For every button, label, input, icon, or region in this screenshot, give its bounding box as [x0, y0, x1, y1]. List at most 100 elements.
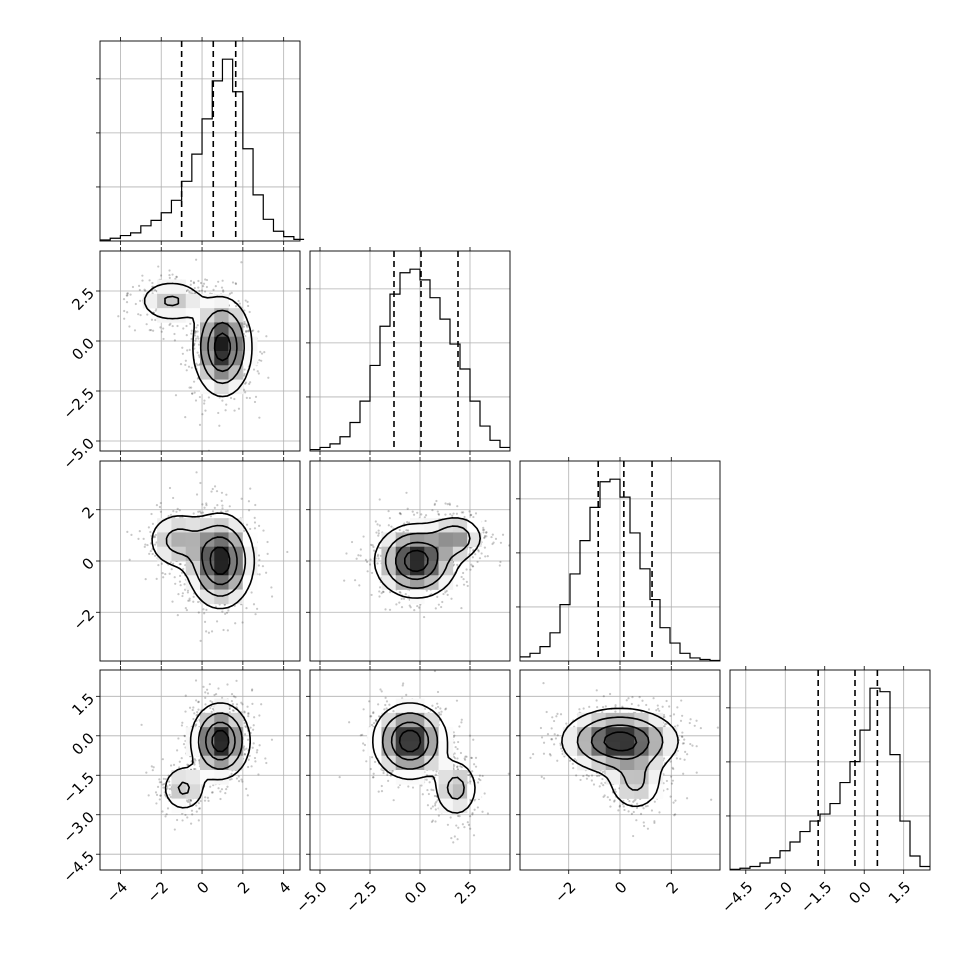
sample-point — [405, 491, 408, 494]
sample-point — [471, 770, 474, 773]
sample-point — [204, 696, 207, 699]
sample-point — [244, 322, 247, 325]
density-bin — [452, 532, 468, 548]
sample-point — [246, 765, 250, 769]
sample-point — [128, 558, 131, 561]
sample-point — [453, 835, 456, 838]
sample-point — [153, 535, 156, 538]
sample-point — [224, 409, 227, 412]
sample-point — [204, 409, 207, 412]
sample-point — [149, 530, 152, 534]
sample-point — [483, 534, 487, 538]
sample-point — [480, 552, 483, 555]
sample-point — [243, 753, 246, 756]
sample-point — [126, 311, 129, 314]
axes-frame — [99, 40, 301, 242]
sample-point — [462, 511, 465, 514]
sample-point — [388, 591, 392, 594]
sample-point — [197, 802, 200, 805]
sample-point — [243, 722, 246, 725]
sample-point — [249, 726, 252, 729]
sample-point — [476, 806, 479, 809]
density-bin — [214, 770, 229, 785]
sample-point — [404, 593, 407, 596]
sample-point — [695, 719, 698, 722]
sample-point — [460, 765, 463, 769]
sample-point — [199, 281, 203, 285]
sample-point — [474, 765, 478, 768]
density-content — [343, 491, 510, 619]
sample-point — [198, 807, 202, 810]
sample-point — [433, 502, 437, 505]
sample-point — [197, 708, 200, 711]
sample-point — [123, 309, 126, 313]
sample-point — [248, 754, 251, 757]
sample-point — [243, 710, 246, 713]
sample-point — [675, 757, 678, 760]
sample-point — [190, 366, 193, 369]
sample-point — [242, 325, 246, 328]
density-bin — [185, 308, 201, 323]
sample-point — [460, 718, 463, 721]
sample-point — [183, 734, 186, 737]
sample-point — [181, 819, 184, 822]
sample-point — [433, 794, 436, 798]
sample-point — [217, 411, 220, 415]
sample-point — [184, 813, 187, 817]
density-bin — [438, 575, 454, 590]
sample-point — [201, 511, 205, 514]
sample-point — [371, 756, 374, 759]
sample-point — [150, 765, 153, 768]
sample-point — [608, 798, 612, 801]
sample-point — [240, 778, 243, 781]
density-bin — [200, 575, 215, 590]
sample-point — [168, 793, 171, 796]
sample-point — [388, 608, 392, 611]
sample-point — [679, 719, 683, 722]
sample-point — [377, 534, 380, 537]
sample-point — [442, 592, 445, 596]
sample-point — [425, 778, 428, 781]
sample-point — [499, 541, 503, 544]
sample-point — [159, 274, 163, 277]
sample-point — [252, 329, 255, 332]
sample-point — [241, 703, 244, 706]
sample-point — [205, 504, 208, 507]
sample-point — [366, 570, 369, 573]
sample-point — [181, 352, 184, 355]
axes-frame — [309, 250, 511, 452]
sample-point — [364, 558, 368, 561]
sample-point — [198, 289, 201, 293]
sample-point — [391, 770, 394, 773]
sample-point — [251, 746, 254, 749]
sample-point — [365, 760, 368, 763]
sample-point — [469, 568, 472, 571]
density-panel-3-0 — [96, 666, 301, 874]
sample-point — [197, 343, 201, 346]
sample-point — [177, 593, 180, 596]
sample-point — [231, 709, 234, 712]
sample-point — [173, 576, 176, 579]
contour-line — [164, 702, 251, 809]
sample-point — [368, 700, 371, 703]
sample-point — [237, 775, 240, 778]
sample-point — [245, 607, 248, 610]
contour-line — [372, 702, 476, 814]
sample-point — [444, 708, 447, 711]
sample-point — [190, 329, 193, 332]
sample-point — [137, 284, 141, 287]
sample-point — [197, 700, 200, 703]
sample-point — [190, 292, 193, 295]
sample-point — [457, 826, 460, 829]
sample-point — [472, 548, 475, 551]
sample-point — [234, 696, 237, 699]
sample-point — [466, 584, 469, 588]
sample-point — [446, 823, 450, 826]
sample-point — [201, 413, 204, 416]
sample-point — [191, 813, 194, 816]
sample-point — [491, 542, 494, 546]
density-content — [117, 258, 270, 451]
sample-point — [151, 769, 154, 772]
density-bin — [381, 532, 397, 548]
sample-point — [471, 813, 474, 816]
